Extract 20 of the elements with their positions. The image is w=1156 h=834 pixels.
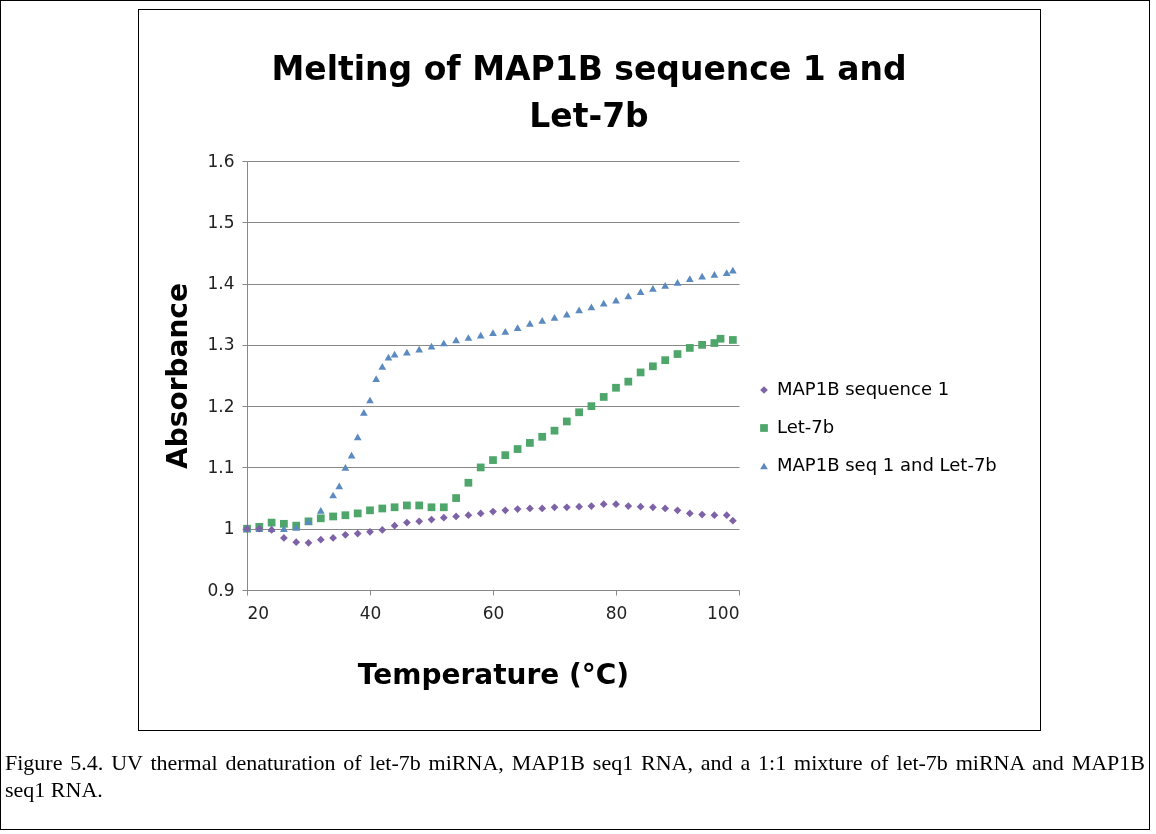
y-tick-label: 1.3 xyxy=(207,334,235,355)
chart-title: Melting of MAP1B sequence 1 and Let-7b xyxy=(271,49,907,135)
caption: Figure 5.4. UV thermal denaturation of let-7b miRNA, MAP1B seq1 RNA, and a 1:1 mixture of let-7b miRNA and MAP1B seq1 RNA. xyxy=(5,749,1145,803)
y-tick-label: 1 xyxy=(223,518,235,539)
y-tick-label: 1.2 xyxy=(207,395,235,416)
x-tick-label: 100 xyxy=(707,602,740,623)
legend-label: MAP1B seq 1 and Let-7b xyxy=(777,454,997,475)
legend-label: MAP1B sequence 1 xyxy=(777,378,950,399)
y-tick-label: 1.4 xyxy=(207,273,235,294)
y-tick-label: 1.5 xyxy=(207,211,235,232)
y-tick-label: 0.9 xyxy=(207,579,235,600)
x-tick-label: 20 xyxy=(247,602,270,623)
x-tick-label: 80 xyxy=(605,602,628,623)
legend-label: Let-7b xyxy=(777,416,835,437)
y-tick-label: 1.6 xyxy=(207,150,235,171)
x-tick-label: 60 xyxy=(482,602,505,623)
y-axis-title: Absorbance xyxy=(161,283,195,469)
y-tick-label: 1.1 xyxy=(207,456,235,477)
x-tick-label: 40 xyxy=(359,602,382,623)
x-axis-title: Temperature (°C) xyxy=(357,657,630,691)
